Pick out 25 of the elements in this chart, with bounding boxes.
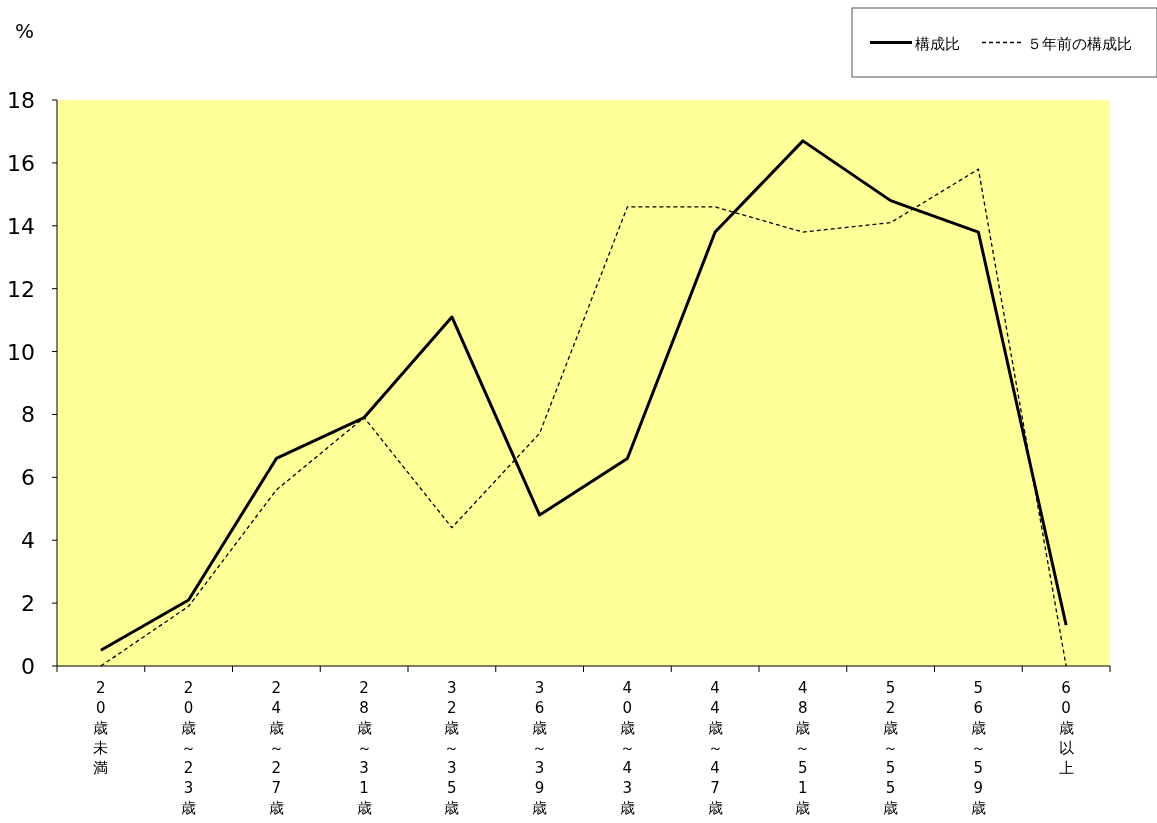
y-tick-label: 2	[21, 591, 35, 617]
x-tick-label: 44歳～47歳	[707, 679, 723, 817]
y-tick-label: 18	[7, 88, 35, 113]
y-tick-label: 14	[7, 213, 35, 239]
y-tick-label: 10	[7, 339, 35, 365]
legend-label: 構成比	[915, 34, 960, 53]
x-tick-label: 20歳～23歳	[181, 679, 197, 817]
legend-label: ５年前の構成比	[1027, 34, 1132, 53]
x-tick-label: 24歳～27歳	[268, 679, 284, 817]
x-tick-label: 48歳～51歳	[795, 679, 811, 817]
y-axis-title: %	[15, 19, 35, 43]
x-tick-label: 56歳～59歳	[970, 679, 986, 817]
y-tick-label: 16	[7, 150, 35, 176]
y-tick-label: 12	[7, 276, 35, 302]
y-tick-label: 4	[21, 528, 35, 554]
y-tick-label: 8	[21, 402, 35, 428]
y-tick-label: 6	[21, 465, 35, 491]
x-tick-label: 60歳以上	[1058, 679, 1074, 777]
x-tick-label: 36歳～39歳	[532, 679, 548, 817]
x-tick-label: 52歳～55歳	[883, 679, 899, 817]
x-tick-label: 40歳～43歳	[619, 679, 635, 817]
x-tick-label: 28歳～31歳	[356, 679, 372, 817]
x-tick-label: 20歳未満	[93, 679, 109, 777]
x-tick-label: 32歳～35歳	[444, 679, 460, 817]
y-tick-label: 0	[21, 654, 35, 679]
